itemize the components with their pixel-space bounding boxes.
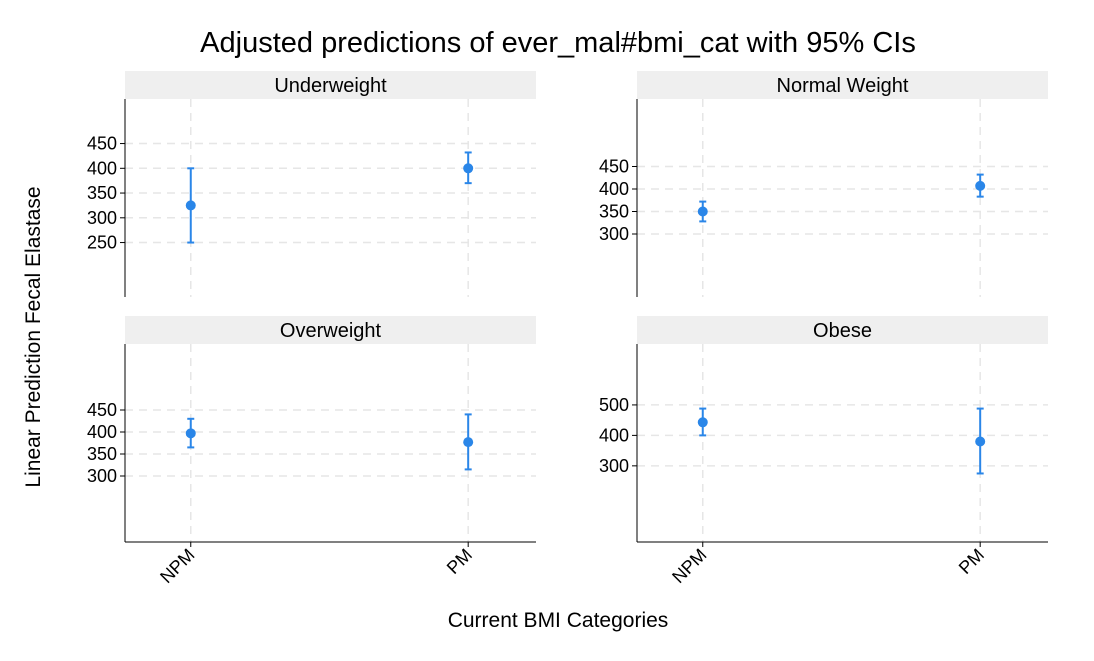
facet-strip-label: Normal Weight	[777, 75, 909, 97]
y-tick-label: 300	[599, 456, 629, 476]
data-point	[697, 206, 708, 217]
facet-strip-underweight	[125, 71, 536, 99]
x-axis-title: Current BMI Categories	[448, 609, 669, 632]
y-tick-label: 450	[599, 157, 629, 177]
y-tick-label: 350	[599, 202, 629, 222]
y-tick-label: 250	[87, 233, 117, 253]
y-axis-title: Linear Prediction Fecal Elastase	[22, 186, 45, 487]
facet-panel-underweight: Underweight 250 300 350 400 450	[87, 71, 536, 297]
data-point	[463, 163, 474, 174]
y-tick-label: 450	[87, 134, 117, 154]
data-point	[975, 180, 986, 191]
x-tick-label: NPM	[156, 545, 198, 587]
y-tick-label: 400	[87, 422, 117, 442]
facet-strip-label: Obese	[813, 320, 872, 342]
x-tick-label: NPM	[668, 545, 710, 587]
data-point	[975, 436, 986, 447]
point-range-npm	[185, 167, 196, 244]
point-range-pm	[975, 173, 986, 198]
y-tick-label: 300	[87, 466, 117, 486]
facet-strip-label: Overweight	[280, 320, 382, 342]
point-range-npm	[697, 200, 708, 223]
y-tick-label: 400	[87, 158, 117, 178]
y-tick-label: 300	[599, 224, 629, 244]
y-tick-label: 400	[599, 425, 629, 445]
chart-title: Adjusted predictions of ever_mal#bmi_cat…	[200, 27, 916, 59]
data-point	[185, 428, 196, 439]
point-range-npm	[185, 417, 196, 449]
y-tick-label: 350	[87, 444, 117, 464]
point-range-pm	[463, 413, 474, 471]
point-range-pm	[463, 151, 474, 185]
y-tick-label: 450	[87, 400, 117, 420]
facet-strip-overweight	[125, 316, 536, 344]
facet-strip-obese	[637, 316, 1048, 344]
point-range-pm	[975, 407, 986, 475]
data-point	[185, 200, 196, 211]
y-tick-label: 500	[599, 395, 629, 415]
facet-strip-normal-weight	[637, 71, 1048, 99]
point-range-npm	[697, 407, 708, 437]
y-tick-label: 400	[599, 179, 629, 199]
data-point	[697, 417, 708, 428]
x-tick-label: PM	[443, 545, 476, 578]
data-point	[463, 437, 474, 448]
x-tick-label: PM	[955, 545, 988, 578]
y-tick-label: 350	[87, 183, 117, 203]
y-tick-label: 300	[87, 208, 117, 228]
facet-strip-label: Underweight	[274, 75, 387, 97]
facet-panel-obese: Obese 300 400 500 NPM PM	[599, 316, 1048, 587]
